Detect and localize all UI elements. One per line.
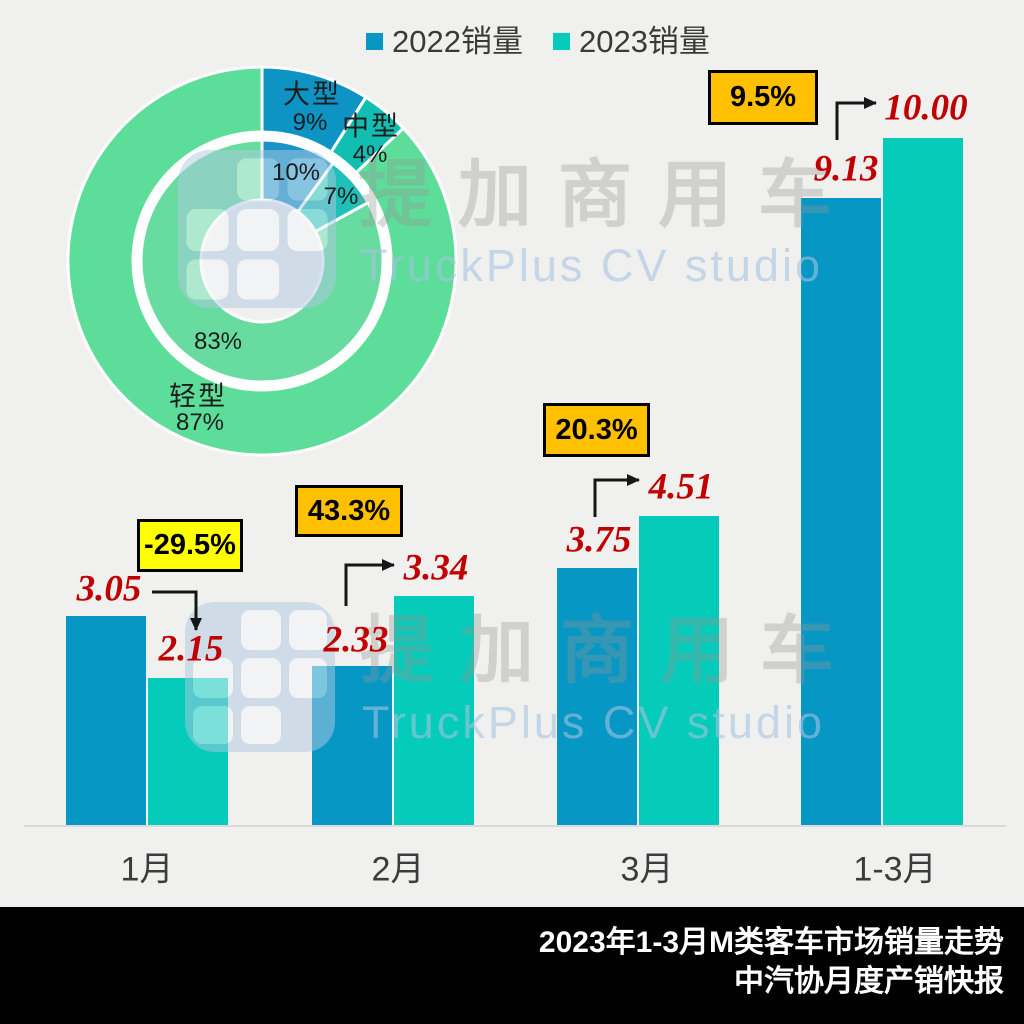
donut-label-outer-2-pct: 87% (175, 409, 225, 436)
bar-2022-group3 (557, 568, 637, 826)
donut-label-outer-1-label: 中型 (342, 111, 400, 142)
value-label-2023-group3: 4.51 (648, 466, 714, 508)
donut-label-inner-2-pct: 83% (193, 328, 243, 355)
market-share-donut-chart (66, 65, 458, 457)
footer-bar: 2023年1-3月M类客车市场销量走势 中汽协月度产销快报 (0, 907, 1024, 1024)
donut-label-outer-1-pct: 4% (352, 141, 388, 168)
donut-label-outer-2-label: 轻型 (169, 381, 227, 412)
legend-swatch-2023 (552, 33, 570, 50)
footer-title: 2023年1-3月M类客车市场销量走势 (538, 926, 1004, 959)
donut-label-outer-0-pct: 9% (292, 109, 328, 136)
bar-2023-group3 (639, 516, 719, 826)
x-axis-label-2: 2月 (371, 850, 425, 889)
chart-legend: 2022销量 2023销量 (366, 26, 710, 57)
value-label-2022-group1: 3.05 (76, 568, 142, 610)
growth-arrow-group2 (344, 559, 395, 606)
growth-arrow-group4 (835, 97, 877, 140)
x-axis-label-4: 1-3月 (853, 850, 937, 889)
legend-label-2023: 2023销量 (578, 24, 710, 59)
x-axis-label-1: 1月 (120, 850, 174, 889)
growth-box-group3: 20.3% (543, 403, 650, 457)
bar-2023-group2 (394, 596, 474, 826)
growth-arrow-group1 (152, 590, 202, 631)
x-axis-label-3: 3月 (620, 850, 674, 889)
bar-2022-group1 (66, 616, 146, 826)
legend-item-2023: 2023销量 (552, 24, 710, 59)
legend-label-2022: 2022销量 (392, 24, 523, 59)
growth-box-group4: 9.5% (708, 70, 818, 125)
donut-label-inner-1-pct: 7% (323, 183, 359, 210)
legend-item-2022: 2022销量 (366, 26, 523, 57)
bar-2022-group4 (801, 198, 881, 826)
footer-source: 中汽协月度产销快报 (734, 965, 1004, 998)
value-label-2022-group4: 9.13 (813, 148, 879, 190)
donut-label-outer-0-label: 大型 (283, 79, 341, 110)
value-label-2022-group3: 3.75 (566, 519, 632, 561)
growth-arrow-group3 (593, 474, 640, 517)
bar-2023-group4 (883, 138, 963, 826)
value-label-2023-group1: 2.15 (158, 628, 224, 670)
donut-ring-separator (133, 132, 391, 390)
donut-label-inner-0-pct: 10% (271, 159, 321, 186)
value-label-2023-group4: 10.00 (884, 87, 968, 129)
growth-box-group1: -29.5% (137, 519, 243, 572)
legend-swatch-2022 (366, 33, 383, 50)
x-axis-line (24, 825, 1006, 827)
bar-2022-group2 (312, 666, 392, 826)
bar-2023-group1 (148, 678, 228, 826)
value-label-2023-group2: 3.34 (403, 547, 469, 589)
growth-box-group2: 43.3% (295, 485, 403, 537)
value-label-2022-group2: 2.33 (323, 619, 389, 661)
